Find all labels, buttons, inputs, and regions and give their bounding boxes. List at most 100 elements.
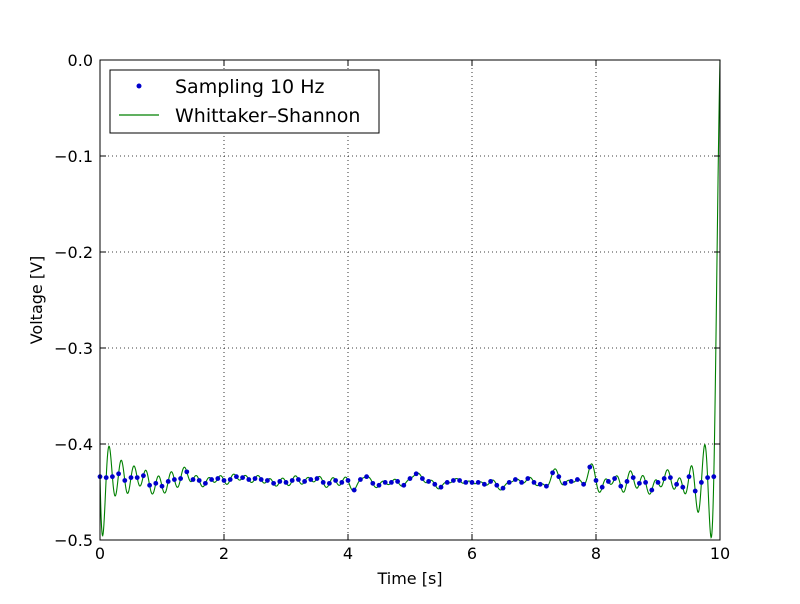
sample-point <box>308 477 314 482</box>
legend: Sampling 10 Hz Whittaker–Shannon <box>109 69 380 134</box>
legend-marker-samples <box>136 83 142 89</box>
y-tick-labels: 0.0 −0.1 −0.2 −0.3 −0.4 −0.5 <box>54 51 93 550</box>
sample-point <box>215 476 221 481</box>
plot-frame <box>99 59 721 541</box>
sample-point <box>327 480 332 486</box>
sample-point <box>506 480 512 485</box>
y-tick-label: −0.4 <box>54 435 93 454</box>
sample-point <box>432 481 438 487</box>
sample-point <box>147 482 153 488</box>
sample-point <box>475 480 481 485</box>
sample-point <box>612 476 617 481</box>
sample-point <box>190 477 196 482</box>
sample-point <box>556 474 562 480</box>
sample-point <box>581 481 586 487</box>
sample-point <box>513 477 518 482</box>
legend-label-samples: Sampling 10 Hz <box>175 76 324 98</box>
sample-point <box>196 478 202 483</box>
sample-point <box>438 484 444 490</box>
sample-point <box>314 476 320 481</box>
sample-point <box>463 480 469 485</box>
y-tick-label: 0.0 <box>68 51 93 70</box>
sample-point <box>599 484 605 490</box>
sample-point <box>376 482 382 488</box>
sample-point <box>699 480 704 485</box>
sample-point <box>153 480 159 486</box>
sample-point <box>488 479 493 484</box>
y-axis-label: Voltage [V] <box>27 256 46 345</box>
sample-point <box>649 487 655 493</box>
sample-point <box>165 479 171 484</box>
sample-point <box>283 480 289 485</box>
sample-point <box>500 485 506 491</box>
sample-point <box>593 478 599 483</box>
sample-point <box>339 480 345 485</box>
sample-point <box>426 479 431 484</box>
sample-point <box>451 478 456 483</box>
sample-point <box>116 471 121 477</box>
sample-point <box>606 479 611 484</box>
sample-point <box>401 482 407 488</box>
x-tick-label: 2 <box>219 544 229 563</box>
sample-point <box>686 474 692 480</box>
sample-point <box>630 475 636 480</box>
sample-point <box>655 480 661 485</box>
y-tick-label: −0.5 <box>54 531 93 550</box>
sample-point <box>537 481 543 487</box>
sample-point <box>364 474 369 480</box>
sample-point <box>184 469 190 475</box>
sample-point <box>134 475 140 480</box>
x-axis-label: Time [s] <box>376 569 442 588</box>
legend-box <box>109 69 380 134</box>
sample-point <box>544 483 549 489</box>
sample-point <box>525 476 531 481</box>
sample-point <box>110 474 115 480</box>
sample-point <box>692 488 698 494</box>
x-tick-label: 6 <box>467 544 477 563</box>
sample-point <box>680 484 686 490</box>
sample-point <box>370 480 376 486</box>
sample-point <box>221 478 227 483</box>
sample-point <box>302 479 307 484</box>
sample-point <box>562 480 568 486</box>
sample-point <box>351 487 357 493</box>
x-tick-label: 8 <box>591 544 601 563</box>
sample-point <box>227 477 233 482</box>
sample-point <box>122 478 128 483</box>
sample-point <box>469 480 475 485</box>
sample-point <box>265 478 270 483</box>
sample-point <box>705 475 710 480</box>
grid-lines <box>100 60 720 540</box>
sample-point <box>128 475 134 480</box>
sample-point <box>141 473 146 479</box>
sample-point <box>252 476 258 481</box>
sample-point <box>711 474 717 480</box>
sample-point <box>271 480 276 486</box>
sample-point <box>643 480 648 485</box>
sample-point <box>258 477 264 482</box>
sample-point <box>668 475 673 480</box>
sample-point <box>172 477 177 482</box>
sample-point <box>178 476 184 481</box>
axis-ticks <box>99 59 721 541</box>
sample-point <box>345 478 351 483</box>
sample-point <box>575 477 580 482</box>
x-tick-label: 4 <box>343 544 353 563</box>
sample-point <box>240 475 246 480</box>
legend-label-reconstruction: Whittaker–Shannon <box>175 105 360 127</box>
sample-point <box>103 475 109 480</box>
sample-point <box>457 478 462 483</box>
y-tick-label: −0.3 <box>54 339 93 358</box>
sample-point <box>568 479 574 484</box>
sample-point <box>234 474 239 480</box>
sample-point <box>407 476 413 481</box>
sample-point <box>637 480 642 486</box>
sample-point <box>420 476 425 481</box>
sample-point <box>209 477 215 482</box>
sample-point <box>618 483 624 489</box>
sample-point <box>382 480 388 485</box>
sample-point <box>674 481 679 487</box>
sample-point <box>587 464 593 470</box>
sample-point <box>482 481 487 487</box>
